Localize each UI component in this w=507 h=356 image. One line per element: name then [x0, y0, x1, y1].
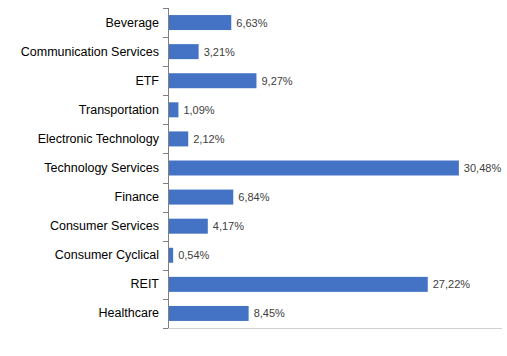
category-label: Consumer Cyclical	[55, 248, 159, 262]
data-label: 2,12%	[193, 133, 224, 145]
category-label: Consumer Services	[50, 219, 159, 233]
category-label: Technology Services	[44, 161, 159, 175]
category-tick	[163, 37, 168, 38]
category-tick	[163, 212, 168, 213]
category-label: ETF	[135, 74, 159, 88]
data-label: 30,48%	[464, 162, 502, 174]
bar	[168, 219, 208, 234]
category-label: Communication Services	[21, 45, 159, 59]
chart-container: Beverage Communication Services ETF Transpo…	[0, 0, 507, 356]
category-label: Transportation	[79, 103, 159, 117]
bar	[168, 190, 233, 205]
bar	[168, 161, 459, 176]
value-axis-range	[168, 328, 502, 329]
category-tick	[163, 270, 168, 271]
bar	[168, 306, 249, 321]
category-label: Electronic Technology	[38, 132, 160, 146]
bar	[168, 102, 178, 117]
bar	[168, 131, 188, 146]
category-label: REIT	[131, 277, 160, 291]
data-label: 4,17%	[213, 220, 244, 232]
data-label: 0,54%	[178, 249, 209, 261]
category-tick	[163, 8, 168, 9]
category-tick	[163, 299, 168, 300]
category-tick	[163, 328, 168, 329]
data-label: 9,27%	[261, 75, 292, 87]
category-tick	[163, 153, 168, 154]
chart-svg: Beverage Communication Services ETF Transpo…	[0, 0, 507, 356]
category-label: Finance	[115, 190, 160, 204]
data-label: 3,21%	[204, 46, 235, 58]
bar	[168, 73, 256, 88]
category-tick	[163, 95, 168, 96]
bar	[168, 44, 199, 59]
bar	[168, 15, 231, 30]
data-label: 6,84%	[238, 191, 269, 203]
data-label: 6,63%	[236, 17, 267, 29]
data-label: 27,22%	[433, 278, 471, 290]
bars	[168, 15, 459, 321]
category-tick	[163, 66, 168, 67]
category-tick	[163, 183, 168, 184]
category-label: Healthcare	[99, 306, 159, 320]
data-label: 1,09%	[183, 104, 214, 116]
category-label: Beverage	[105, 16, 159, 30]
category-axis	[168, 8, 169, 328]
category-tick	[163, 124, 168, 125]
bar	[168, 277, 428, 292]
category-tick	[163, 241, 168, 242]
data-label: 8,45%	[254, 307, 285, 319]
